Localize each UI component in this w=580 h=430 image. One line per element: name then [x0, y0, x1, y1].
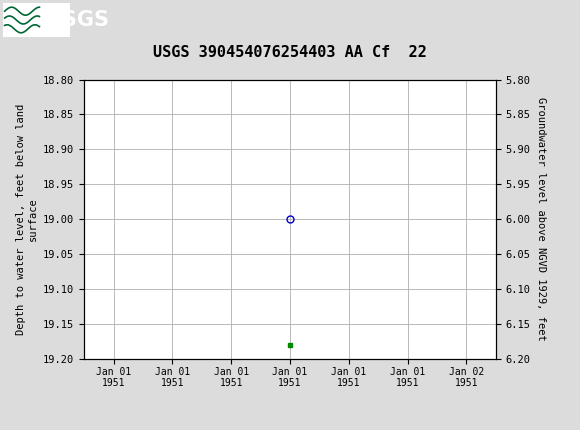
Text: USGS 390454076254403 AA Cf  22: USGS 390454076254403 AA Cf 22: [153, 45, 427, 60]
Text: USGS: USGS: [45, 10, 109, 30]
Y-axis label: Groundwater level above NGVD 1929, feet: Groundwater level above NGVD 1929, feet: [536, 98, 546, 341]
FancyBboxPatch shape: [3, 3, 70, 37]
Y-axis label: Depth to water level, feet below land
surface: Depth to water level, feet below land su…: [16, 104, 38, 335]
